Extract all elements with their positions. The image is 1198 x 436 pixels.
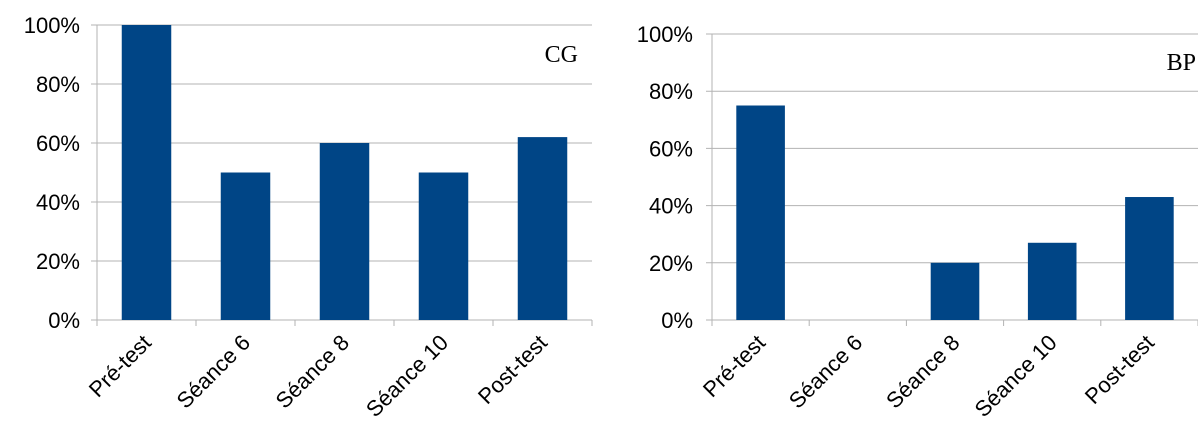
y-tick-label: 100% [637,22,693,47]
y-tick-label: 60% [649,136,693,161]
chart-cg: 0%20%40%60%80%100%Pré-test Séance 6 Séance… [24,13,593,422]
bar [319,143,370,320]
bar [220,172,271,320]
bar [418,172,469,320]
chart-bp: 0%20%40%60%80%100%Pré-test Séance 6 Séance… [637,22,1198,422]
y-tick-label: 80% [649,79,693,104]
x-category-label: Séance 8 [271,330,354,413]
chart-title: CG [545,42,578,68]
x-category-label: Séance 10 [361,330,453,422]
y-tick-label: 60% [36,131,80,156]
bar [736,105,785,320]
x-category-label: Séance 6 [172,330,255,413]
x-category-label: Pré-test [698,330,770,402]
bar [1027,242,1077,320]
bar [517,137,568,320]
chart-title: BP [1167,50,1196,76]
x-category-label: Post-test [473,330,552,409]
bar [930,262,980,320]
y-tick-label: 40% [36,190,80,215]
x-category-label: Séance 8 [881,330,964,413]
y-tick-label: 20% [649,251,693,276]
y-tick-label: 40% [649,194,693,219]
x-category-label: Séance 10 [970,330,1062,422]
y-tick-label: 0% [48,308,80,333]
bar [121,25,172,320]
y-tick-label: 80% [36,72,80,97]
x-category-label: Pré-test [84,330,156,402]
y-tick-label: 0% [661,308,693,333]
x-category-label: Séance 6 [784,330,867,413]
y-tick-label: 20% [36,249,80,274]
bar [1125,197,1174,320]
x-category-label: Post-test [1080,330,1159,409]
y-tick-label: 100% [24,13,80,38]
